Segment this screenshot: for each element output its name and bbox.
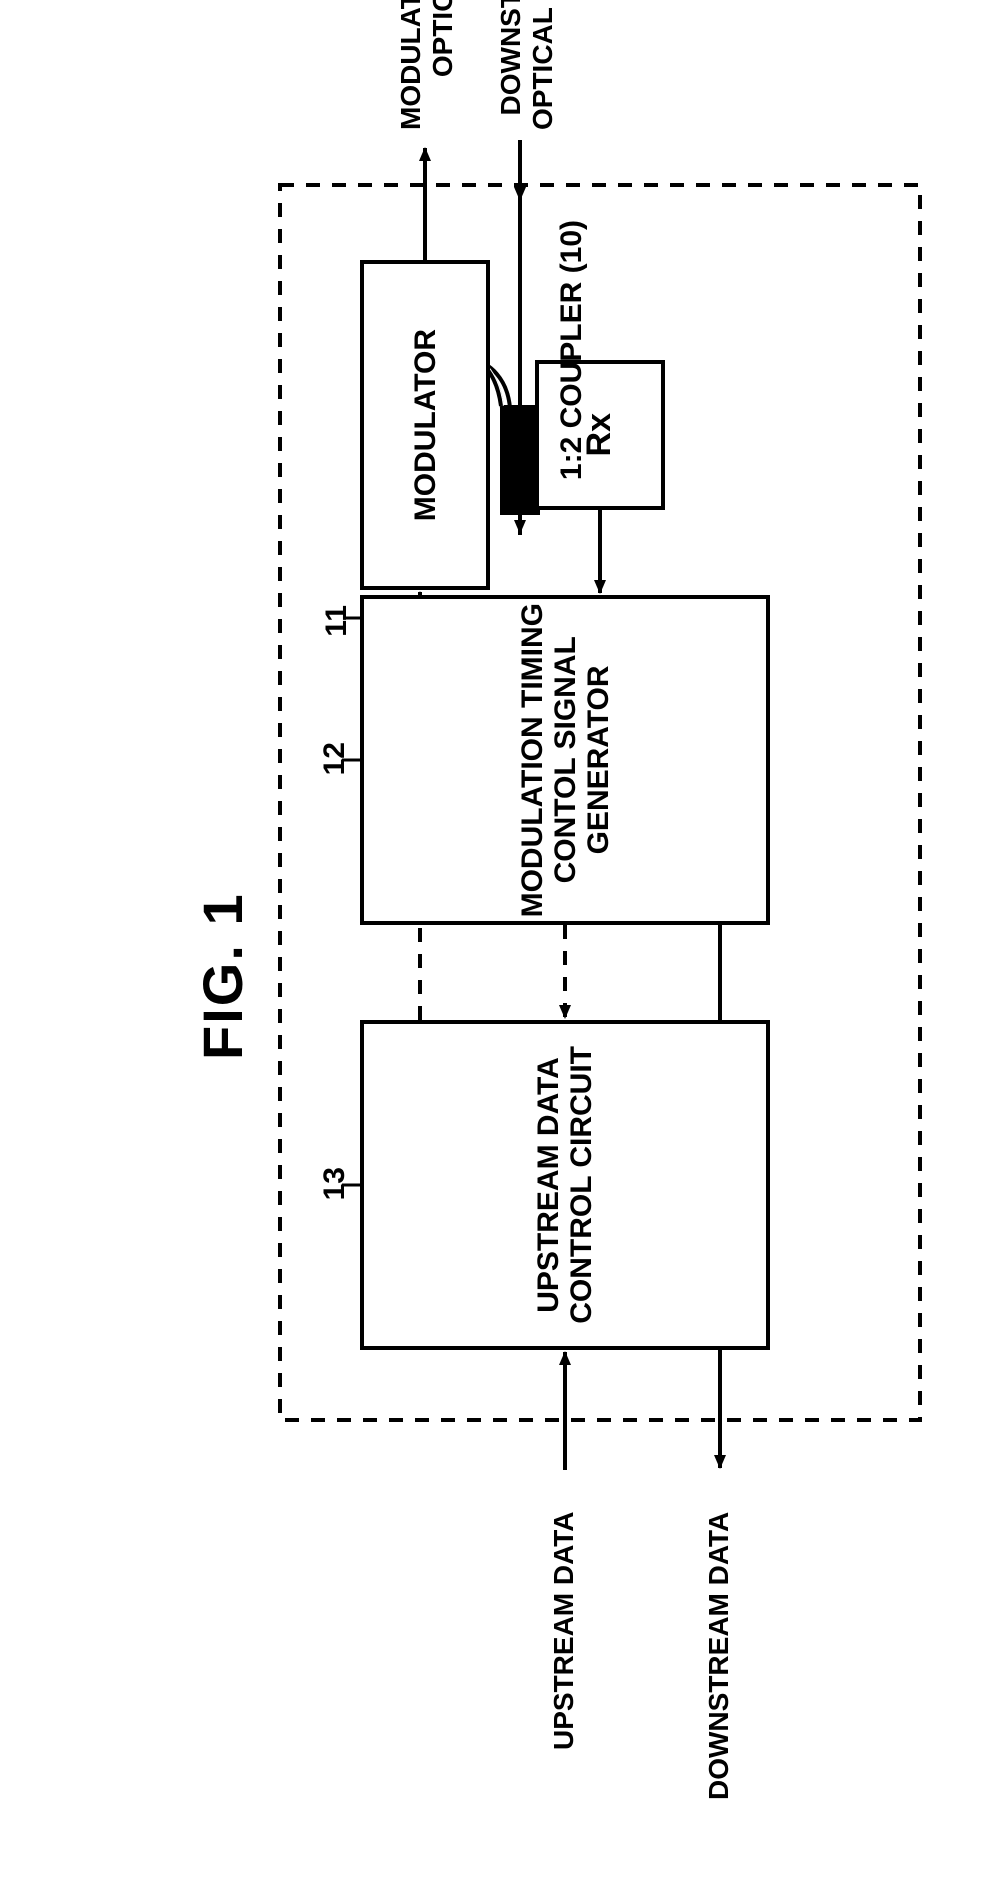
ext-label-downstream-data-text: DOWNSTREAM DATA — [703, 1512, 734, 1800]
ext-label-mod-upstream: MODULATED UPSTREAM OPTICAL SIGNAL — [395, 0, 459, 130]
block-modulator-label: MODULATOR — [409, 329, 442, 521]
block-control-circuit: UPSTREAM DATA CONTROL CIRCUIT — [360, 1020, 770, 1350]
ext-label-upstream-data-text: UPSTREAM DATA — [548, 1511, 579, 1750]
block-generator-label: MODULATION TIMING CONTOL SIGNAL GENERATO… — [516, 603, 615, 917]
block-modulator: MODULATOR — [360, 260, 490, 590]
svg-layer — [0, 0, 988, 1898]
ref-13: 13 — [318, 1167, 351, 1205]
coupler-box — [500, 405, 540, 515]
ext-label-down-signal-text: DOWNSTREAM OPTICAL SIGNAL — [495, 0, 559, 130]
ext-label-down-signal: DOWNSTREAM OPTICAL SIGNAL — [495, 0, 559, 130]
ref-11: 11 — [320, 605, 353, 642]
block-generator: MODULATION TIMING CONTOL SIGNAL GENERATO… — [360, 595, 770, 925]
ref-12-text: 12 — [318, 742, 351, 775]
ext-label-downstream-data: DOWNSTREAM DATA — [703, 1512, 735, 1800]
block-control-label: UPSTREAM DATA CONTROL CIRCUIT — [532, 1046, 598, 1324]
ext-label-upstream-data: UPSTREAM DATA — [548, 1511, 580, 1750]
ref-11-text: 11 — [320, 605, 353, 637]
coupler-label: 1:2 COUPLER (10) — [555, 220, 595, 540]
ref-12: 12 — [318, 742, 351, 780]
ref-13-text: 13 — [318, 1167, 351, 1200]
ext-label-mod-upstream-text: MODULATED UPSTREAM OPTICAL SIGNAL — [395, 0, 459, 130]
diagram-canvas: FIG. 1 — [0, 0, 988, 1898]
coupler-label-text: 1:2 COUPLER (10) — [555, 220, 588, 480]
